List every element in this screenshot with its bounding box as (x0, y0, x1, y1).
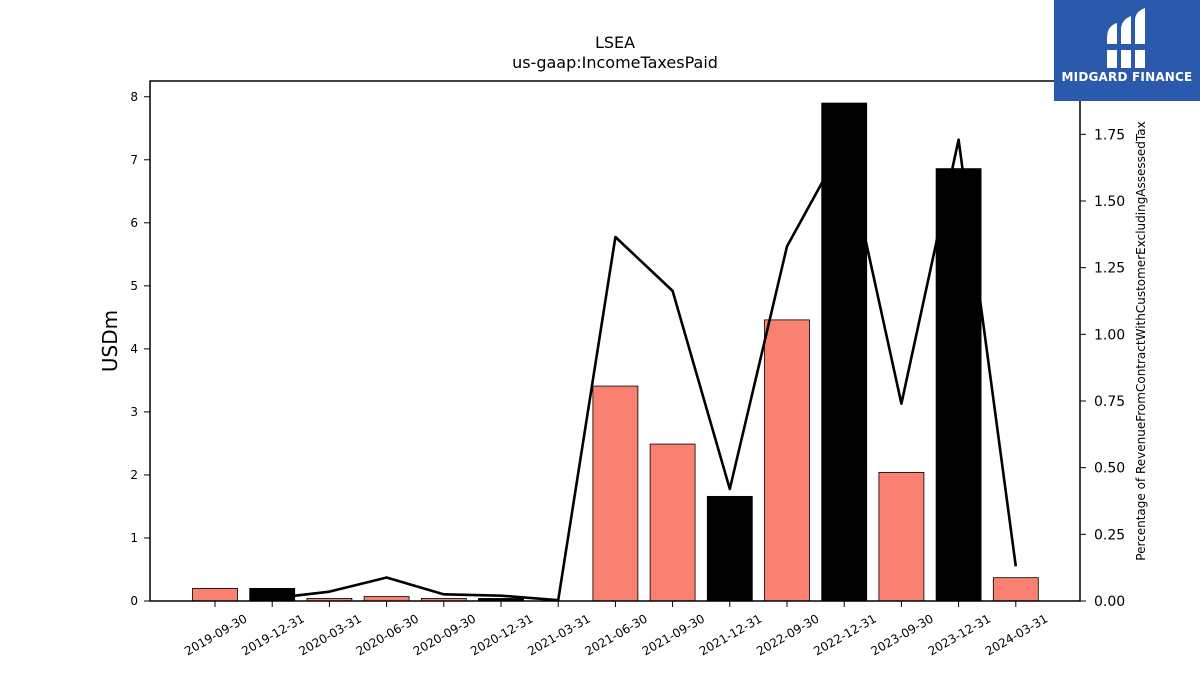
bar-series (192, 102, 1039, 602)
x-tick-label: 2020-03-31 (296, 611, 363, 658)
midgard-finance-logo: MIDGARD FINANCE (1054, 0, 1200, 101)
y2-tick-label: 0.50 (1094, 461, 1125, 477)
y-tick-label: 1 (130, 531, 138, 545)
y2-tick-label: 1.50 (1094, 194, 1125, 210)
y-axis-left: 0 1 2 3 4 5 6 7 8 (130, 90, 150, 608)
chart-title: LSEA (595, 33, 635, 52)
bar-2019-12-31 (249, 587, 296, 602)
y-axis-right: 0.00 0.25 0.50 0.75 1.00 1.25 1.50 1.75 (1080, 127, 1125, 610)
x-tick-label: 2022-12-31 (811, 611, 878, 658)
chart-subtitle: us-gaap:IncomeTaxesPaid (512, 53, 718, 72)
x-tick-label: 2024-03-31 (983, 611, 1050, 658)
y-tick-label: 6 (130, 216, 138, 230)
bar-2023-12-31 (935, 168, 982, 602)
logo-text: MIDGARD FINANCE (1061, 70, 1193, 84)
y-tick-label: 0 (130, 594, 138, 608)
bar-2022-09-30 (764, 319, 810, 602)
x-tick-label: 2020-06-30 (354, 611, 421, 658)
x-tick-label: 2019-09-30 (182, 611, 249, 658)
y-tick-label: 2 (130, 468, 138, 482)
x-tick-label: 2021-09-30 (640, 611, 707, 658)
x-tick-label: 2020-12-31 (468, 611, 535, 658)
bar-2021-12-31 (706, 495, 753, 602)
bar-2024-03-31 (992, 577, 1039, 602)
y2-tick-label: 1.75 (1094, 127, 1125, 143)
y2-tick-label: 1.25 (1094, 261, 1125, 277)
bar-2023-09-30 (878, 472, 925, 602)
bar-2019-09-30 (192, 587, 238, 602)
y-tick-label: 3 (130, 405, 138, 419)
x-axis: 2019-09-302019-12-312020-03-312020-06-30… (182, 601, 1050, 658)
x-tick-label: 2019-12-31 (239, 611, 306, 658)
y-tick-label: 5 (130, 279, 138, 293)
bar-2021-09-30 (649, 443, 696, 602)
midgard-logo-icon (1107, 8, 1145, 68)
x-tick-label: 2023-12-31 (926, 611, 993, 658)
x-tick-label: 2020-09-30 (411, 611, 478, 658)
line-series (272, 138, 1018, 602)
y2-axis-label: Percentage of RevenueFromContractWithCus… (1134, 121, 1148, 560)
x-tick-label: 2023-09-30 (868, 611, 935, 658)
x-tick-label: 2021-03-31 (525, 611, 592, 658)
line-path (272, 138, 1018, 602)
y-tick-label: 7 (130, 153, 138, 167)
y-tick-label: 8 (130, 90, 138, 104)
bar-2022-12-31 (821, 102, 868, 602)
y-axis-label: USDm (98, 310, 122, 372)
bar-2021-06-30 (592, 385, 639, 602)
y-tick-label: 4 (130, 342, 138, 356)
y2-tick-label: 1.00 (1094, 327, 1125, 343)
y2-tick-label: 0.25 (1094, 527, 1125, 543)
y2-tick-label: 0.75 (1094, 394, 1125, 410)
x-tick-label: 2021-12-31 (697, 611, 764, 658)
y2-tick-label: 0.00 (1094, 594, 1125, 610)
x-tick-label: 2022-09-30 (754, 611, 821, 658)
x-tick-label: 2021-06-30 (582, 611, 649, 658)
